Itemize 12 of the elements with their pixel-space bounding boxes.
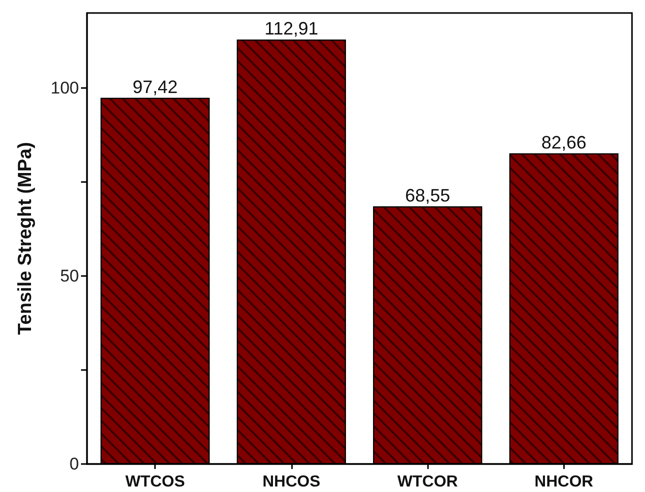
y-tick-label: 50 <box>60 266 79 286</box>
y-tick-label: 0 <box>70 454 79 474</box>
data-label: 112,91 <box>264 18 318 39</box>
data-label: 97,42 <box>132 76 178 97</box>
x-tick-label: NHCOS <box>262 474 321 490</box>
y-axis-title: Tensile Streght (MPa) <box>15 142 36 335</box>
x-tick-label: WTCOR <box>397 474 458 490</box>
x-tick-label: NHCOR <box>534 474 594 490</box>
x-tick-label: WTCOS <box>125 474 186 490</box>
data-label: 68,55 <box>405 185 450 206</box>
y-tick-label: 100 <box>50 78 79 98</box>
data-label: 82,66 <box>541 132 586 152</box>
